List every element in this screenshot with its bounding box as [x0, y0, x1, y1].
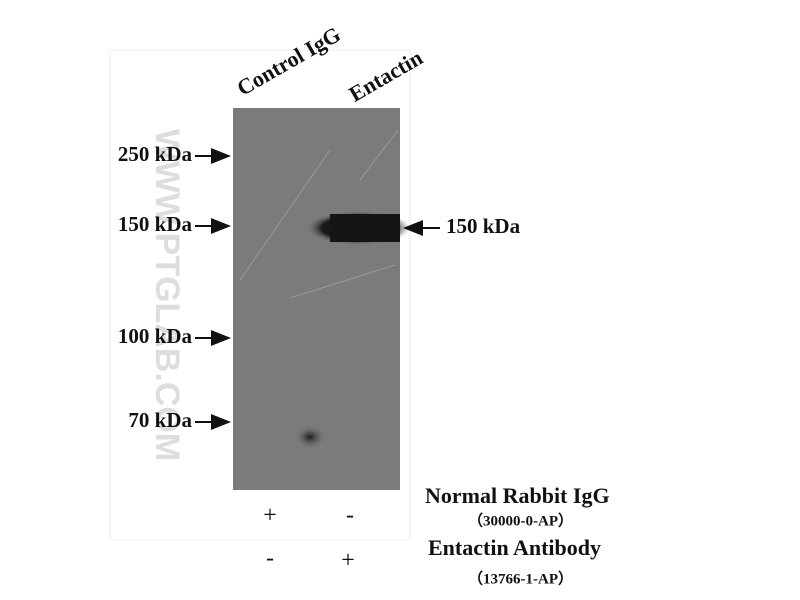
- sign: +: [263, 503, 277, 529]
- spot: [294, 425, 326, 449]
- sign: -: [266, 546, 274, 572]
- band-label: 150 kDa: [446, 214, 521, 238]
- sign: -: [346, 503, 354, 529]
- marker-70: 70 kDa: [128, 408, 231, 432]
- marker-label: 70 kDa: [128, 408, 192, 432]
- scratch: [359, 129, 399, 181]
- frame: [109, 49, 411, 541]
- marker-label: 150 kDa: [118, 212, 193, 236]
- scratch: [239, 149, 331, 281]
- treatment-name: Entactin Antibody: [428, 535, 601, 560]
- lane-label: Entactin: [345, 45, 427, 107]
- marker-label: 100 kDa: [118, 324, 193, 348]
- treatment-name: Normal Rabbit IgG: [425, 483, 610, 508]
- marker-150: 150 kDa: [118, 212, 231, 236]
- marker-250: 250 kDa: [118, 142, 231, 166]
- marker-label: 250 kDa: [118, 142, 193, 166]
- scratch: [289, 264, 396, 299]
- lane-label: Control IgG: [233, 21, 345, 100]
- watermark: WWW.PTGLAB.COM: [148, 129, 186, 461]
- marker-100: 100 kDa: [118, 324, 231, 348]
- catalog: （30000-0-AP）: [468, 511, 573, 529]
- sign: +: [341, 548, 355, 574]
- band-core: [330, 214, 400, 242]
- catalog: （13766-1-AP）: [468, 569, 573, 587]
